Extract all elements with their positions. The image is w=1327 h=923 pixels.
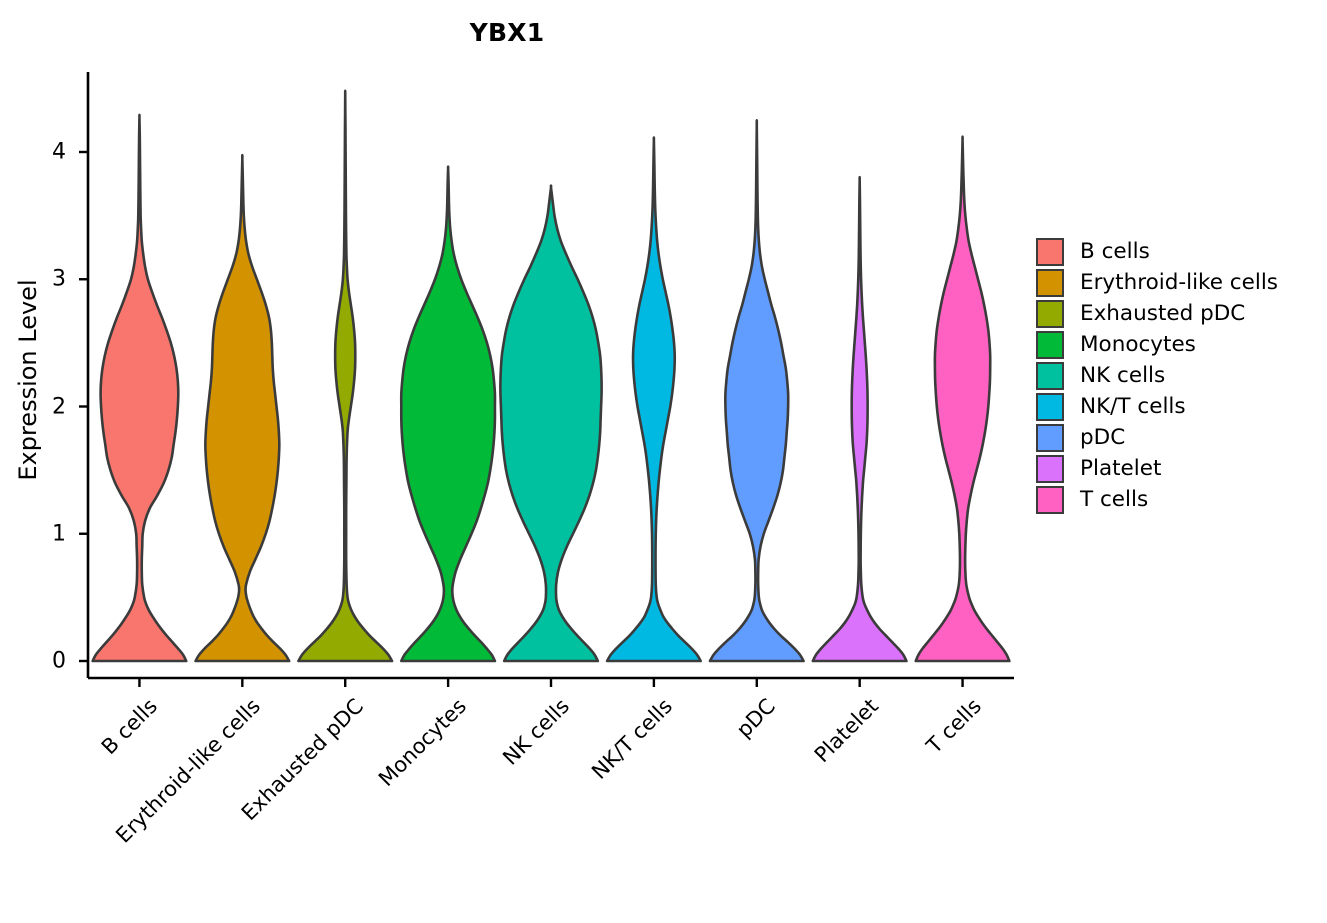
- legend-label: Exhausted pDC: [1080, 300, 1246, 326]
- y-tick-label: 3: [52, 266, 66, 292]
- legend-label: T cells: [1080, 486, 1149, 512]
- violin-chart-canvas: [79, 72, 1014, 687]
- legend-label: Platelet: [1080, 455, 1162, 481]
- violin-pdc[interactable]: [708, 119, 805, 663]
- legend-label: NK/T cells: [1080, 393, 1186, 419]
- legend-item-pdc[interactable]: pDC: [1036, 422, 1278, 453]
- legend-swatch: [1036, 423, 1064, 452]
- legend-swatch: [1036, 485, 1064, 514]
- violin-platelet[interactable]: [811, 175, 908, 663]
- legend-swatch: [1036, 268, 1064, 297]
- y-tick-label: 4: [52, 139, 66, 165]
- violin-erythroid-like-cells[interactable]: [194, 153, 291, 663]
- page-title: YBX1: [469, 18, 545, 47]
- violin-t-cells[interactable]: [914, 135, 1011, 663]
- legend-label: Monocytes: [1080, 331, 1196, 357]
- legend-item-t-cells[interactable]: T cells: [1036, 484, 1278, 515]
- legend-swatch: [1036, 454, 1064, 483]
- legend-swatch: [1036, 361, 1064, 390]
- legend-item-nk-t-cells[interactable]: NK/T cells: [1036, 391, 1278, 422]
- y-tick-label: 2: [52, 394, 66, 419]
- legend-swatch: [1036, 392, 1064, 421]
- legend-label: NK cells: [1080, 362, 1166, 388]
- legend-item-exhausted-pdc[interactable]: Exhausted pDC: [1036, 298, 1278, 329]
- violin-exhausted-pdc[interactable]: [297, 89, 394, 663]
- axes-group: [79, 72, 1014, 687]
- legend-label: B cells: [1080, 238, 1150, 264]
- y-tick-label: 1: [52, 521, 66, 547]
- violin-nk-t-cells[interactable]: [605, 136, 702, 663]
- y-tick-label: 0: [52, 648, 66, 674]
- legend-item-platelet[interactable]: Platelet: [1036, 453, 1278, 484]
- legend-swatch: [1036, 237, 1064, 266]
- legend: B cells Erythroid-like cells Exhausted pDC…: [1036, 236, 1278, 515]
- legend-item-monocytes[interactable]: Monocytes: [1036, 329, 1278, 360]
- legend-label: Erythroid-like cells: [1080, 269, 1278, 295]
- legend-item-nk-cells[interactable]: NK cells: [1036, 360, 1278, 391]
- violin-monocytes[interactable]: [399, 165, 497, 663]
- violin-b-cells[interactable]: [91, 113, 188, 663]
- legend-swatch: [1036, 299, 1064, 328]
- legend-swatch: [1036, 330, 1064, 359]
- legend-label: pDC: [1080, 424, 1126, 450]
- legend-item-b-cells[interactable]: B cells: [1036, 236, 1278, 267]
- legend-item-erythroid-like-cells[interactable]: Erythroid-like cells: [1036, 267, 1278, 298]
- violins-group: [91, 89, 1011, 663]
- violin-nk-cells[interactable]: [499, 184, 603, 663]
